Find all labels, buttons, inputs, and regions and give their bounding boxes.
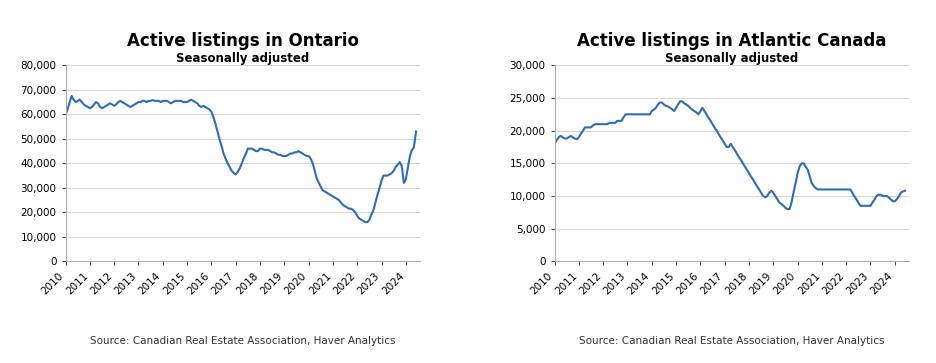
Title: Active listings in Ontario: Active listings in Ontario [126, 32, 358, 50]
Text: Seasonally adjusted: Seasonally adjusted [665, 52, 797, 65]
Text: Seasonally adjusted: Seasonally adjusted [176, 52, 309, 65]
Text: Source: Canadian Real Estate Association, Haver Analytics: Source: Canadian Real Estate Association… [90, 336, 395, 346]
Text: Source: Canadian Real Estate Association, Haver Analytics: Source: Canadian Real Estate Association… [578, 336, 884, 346]
Title: Active listings in Atlantic Canada: Active listings in Atlantic Canada [577, 32, 885, 50]
